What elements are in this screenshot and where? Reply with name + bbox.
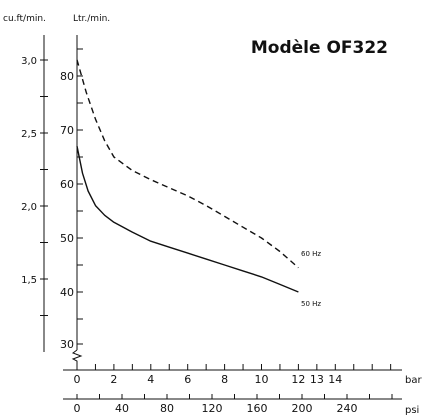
bar-tick-label: 13: [310, 373, 324, 386]
bar-tick-label: 8: [221, 373, 228, 386]
series-label-60hz: 60 Hz: [301, 250, 321, 258]
x-axis-bar-label: bar: [405, 375, 422, 386]
y-axis-ltr-label: Ltr./min.: [73, 14, 110, 24]
psi-tick-label: 240: [337, 402, 358, 415]
bar-tick-label: 12: [291, 373, 305, 386]
ltr-tick-label: 30: [60, 338, 74, 351]
ltr-tick-label: 60: [60, 178, 74, 191]
bar-tick-label: 2: [110, 373, 117, 386]
bar-tick-label: 0: [74, 373, 81, 386]
ltr-tick-label: 80: [60, 70, 74, 83]
bar-tick-label: 10: [255, 373, 269, 386]
cuft-tick-label: 2,5: [21, 129, 37, 140]
psi-tick-label: 40: [115, 402, 129, 415]
x-axis-psi-label: psi: [405, 405, 419, 416]
bar-tick-label: 6: [184, 373, 191, 386]
psi-tick-label: 120: [202, 402, 223, 415]
psi-tick-label: 200: [292, 402, 313, 415]
cuft-tick-label: 1,5: [21, 275, 37, 286]
cuft-tick-label: 3,0: [21, 56, 37, 67]
cuft-tick-label: 2,0: [21, 202, 37, 213]
ltr-tick-label: 50: [60, 232, 74, 245]
series-line-50hz: [76, 146, 299, 293]
chart-title: Modèle OF322: [251, 38, 388, 58]
psi-tick-label: 80: [160, 402, 174, 415]
psi-tick-label: 160: [247, 402, 268, 415]
bar-tick-label: 4: [147, 373, 154, 386]
series-line-60hz: [76, 59, 299, 269]
series-label-50hz: 50 Hz: [301, 300, 321, 308]
psi-tick-label: 0: [74, 402, 81, 415]
axis-break-mark: [71, 349, 83, 370]
y-axis-cuft-label: cu.ft/min.: [3, 14, 46, 24]
ltr-tick-label: 40: [60, 286, 74, 299]
bar-tick-label: 14: [328, 373, 342, 386]
ltr-tick-label: 70: [60, 124, 74, 137]
